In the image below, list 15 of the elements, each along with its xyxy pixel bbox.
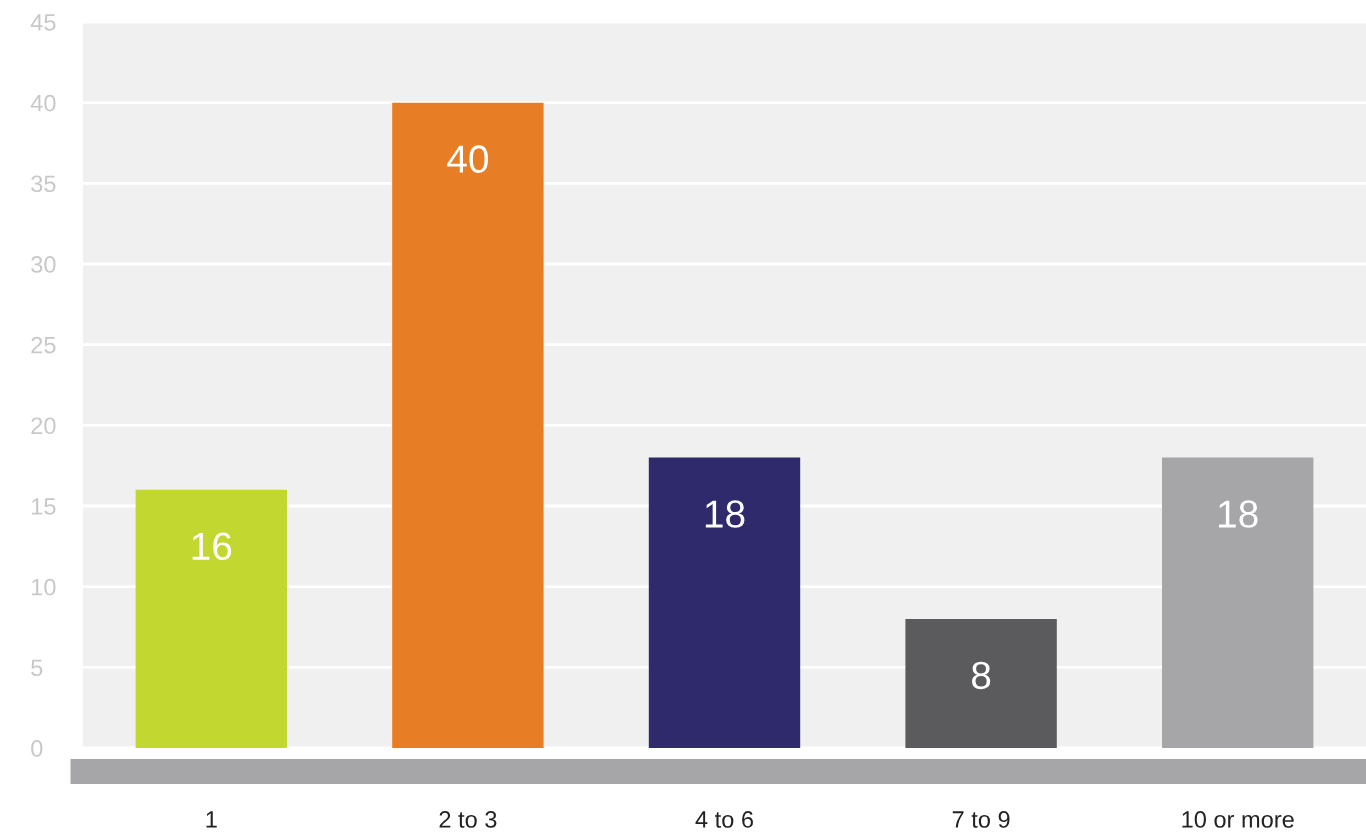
data-label: 16 — [192, 532, 232, 561]
x-tick-label: 10 or more — [1182, 811, 1294, 828]
bar — [648, 457, 801, 748]
data-label: 18 — [705, 500, 745, 528]
data-label: 8 — [971, 661, 991, 690]
data-label: 40 — [447, 145, 489, 173]
bar — [135, 489, 287, 748]
bar — [1162, 457, 1314, 748]
x-tick-label: 2 to 3 — [439, 811, 497, 828]
bar — [905, 618, 1057, 748]
data-label: 18 — [1219, 500, 1258, 528]
bar — [392, 102, 544, 748]
x-tick-label: 1 — [206, 811, 217, 828]
x-tick-label: 4 to 6 — [695, 811, 753, 828]
x-tick-label: 7 to 9 — [952, 811, 1010, 828]
